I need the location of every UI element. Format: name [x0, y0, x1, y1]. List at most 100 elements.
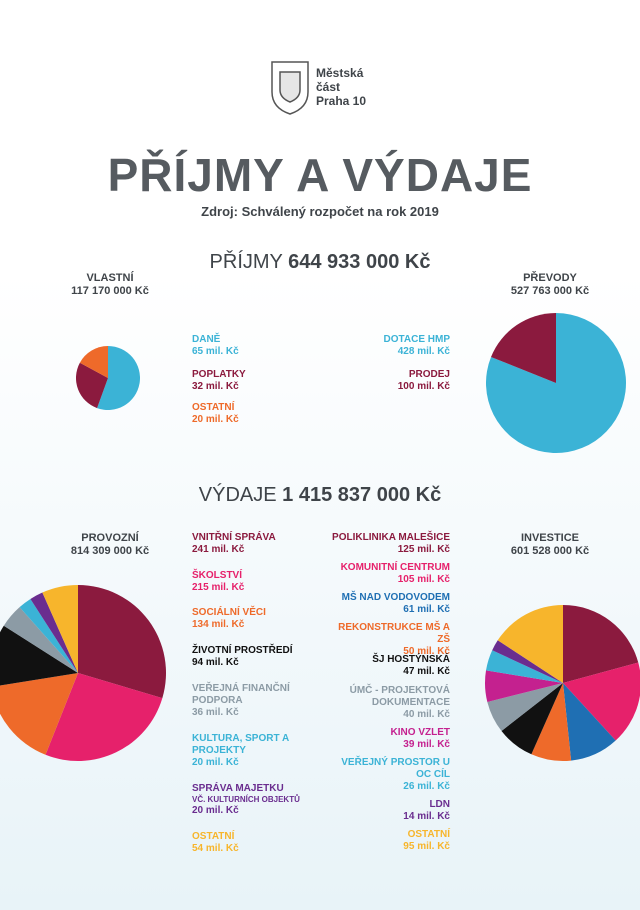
- legend-name: ÚMČ - PROJEKTOVÁ DOKUMENTACE: [349, 685, 450, 708]
- legend-value: 100 mil. Kč: [397, 381, 450, 392]
- legend-name: VEŘEJNÁ FINANČNÍ PODPORA: [192, 683, 290, 706]
- chart-title-text: INVESTICE: [520, 532, 580, 544]
- legend-name: LDN: [429, 799, 450, 810]
- legend-name: VEŘEJNÝ PROSTOR U OC CÍL: [341, 757, 450, 780]
- pie-slice: [563, 662, 640, 741]
- legend-item: OSTATNÍ 20 mil. Kč: [192, 402, 312, 426]
- legend-item: REKONSTRUKCE MŠ A ZŠ 50 mil. Kč: [330, 622, 450, 658]
- legend-name: KINO VZLET: [390, 727, 450, 738]
- pie-slice: [0, 625, 78, 686]
- pie-slice: [531, 683, 572, 762]
- legend-value: 241 mil. Kč: [192, 544, 245, 555]
- chart-total: 527 763 000 Kč: [510, 285, 590, 297]
- legend-value: 14 mil. Kč: [403, 811, 450, 822]
- legend-item: ŠJ HOSTÝNSKÁ 47 mil. Kč: [330, 654, 450, 678]
- pie-slice: [487, 683, 563, 731]
- legend-value: 47 mil. Kč: [403, 666, 450, 677]
- pie-slice: [78, 585, 167, 699]
- legend-item: VEŘEJNÝ PROSTOR U OC CÍL 26 mil. Kč: [330, 757, 450, 793]
- legend-name: OSTATNÍ: [407, 829, 450, 840]
- pie-slice: [19, 598, 78, 673]
- legend-value: 134 mil. Kč: [192, 619, 245, 630]
- legend-item: OSTATNÍ 95 mil. Kč: [330, 829, 450, 853]
- legend-item: PRODEJ 100 mil. Kč: [330, 369, 450, 393]
- chart-title: VLASTNÍ 117 170 000 Kč: [30, 272, 190, 298]
- chart-title-text: VLASTNÍ: [86, 272, 134, 284]
- expenses-heading: VÝDAJE 1 415 837 000 Kč: [0, 484, 640, 507]
- logo-line: Praha 10: [316, 94, 367, 108]
- legend-value: 65 mil. Kč: [192, 346, 239, 357]
- legend-item: SOCIÁLNÍ VĚCI 134 mil. Kč: [192, 607, 312, 631]
- income-heading: PŘÍJMY 644 933 000 Kč: [0, 251, 640, 274]
- legend-value: 215 mil. Kč: [192, 582, 245, 593]
- pie-slice: [492, 640, 563, 683]
- pie-slice: [497, 605, 563, 683]
- legend-item: POPLATKY 32 mil. Kč: [192, 369, 312, 393]
- section-label: VÝDAJE: [198, 484, 277, 506]
- logo-line: Městská: [316, 66, 364, 80]
- logo-line: část: [316, 80, 341, 94]
- legend-value: 26 mil. Kč: [403, 781, 450, 792]
- chart-title-text: PROVOZNÍ: [81, 532, 139, 544]
- legend-value: 94 mil. Kč: [192, 657, 239, 668]
- pie-slice: [97, 346, 140, 410]
- legend-item: OSTATNÍ 54 mil. Kč: [192, 831, 312, 855]
- legend-name: SOCIÁLNÍ VĚCI: [192, 607, 266, 618]
- legend-value: 105 mil. Kč: [397, 574, 450, 585]
- legend-name: POLIKLINIKA MALEŠICE: [332, 532, 450, 543]
- legend-item: KINO VZLET 39 mil. Kč: [330, 727, 450, 751]
- pie-slice: [42, 585, 78, 673]
- legend-item: VNITŘNÍ SPRÁVA 241 mil. Kč: [192, 532, 312, 556]
- pie-slice: [563, 605, 639, 683]
- legend-item: SPRÁVA MAJETKU VČ. KULTURNÍCH OBJEKTŮ 20 m…: [192, 783, 312, 817]
- legend-value: 36 mil. Kč: [192, 707, 239, 718]
- legend-value: 39 mil. Kč: [403, 739, 450, 750]
- section-total: 644 933 000 Kč: [288, 251, 431, 273]
- legend-name: MŠ NAD VODOVODEM: [341, 592, 450, 603]
- pie-slice: [45, 673, 163, 761]
- chart-total: 814 309 000 Kč: [70, 545, 150, 557]
- legend-value: 20 mil. Kč: [192, 805, 239, 816]
- chart-title: PROVOZNÍ 814 309 000 Kč: [30, 532, 190, 558]
- legend-name: ŽIVOTNÍ PROSTŘEDÍ: [192, 645, 293, 656]
- pie-slice: [486, 650, 563, 683]
- legend-item: ŠKOLSTVÍ 215 mil. Kč: [192, 570, 312, 594]
- logo-text: Městská část Praha 10: [316, 66, 366, 108]
- legend-name: POPLATKY: [192, 369, 246, 380]
- legend-item: DANĚ 65 mil. Kč: [192, 334, 312, 358]
- legend-item: KOMUNITNÍ CENTRUM 105 mil. Kč: [330, 562, 450, 586]
- legend-value: 50 mil. Kč: [403, 646, 450, 657]
- legend-value: 20 mil. Kč: [192, 414, 239, 425]
- legend-value: 20 mil. Kč: [192, 757, 239, 768]
- legend-name: KOMUNITNÍ CENTRUM: [340, 562, 450, 573]
- legend-name: DANĚ: [192, 334, 221, 345]
- legend-name: REKONSTRUKCE MŠ A ZŠ: [338, 622, 450, 645]
- source: Zdroj: Schválený rozpočet na rok 2019: [201, 204, 439, 219]
- pie-slice: [30, 592, 79, 673]
- pie-slice: [79, 346, 108, 378]
- legend-item: MŠ NAD VODOVODEM 61 mil. Kč: [330, 592, 450, 616]
- legend-value: 40 mil. Kč: [403, 709, 450, 720]
- chart-title: PŘEVODY 527 763 000 Kč: [470, 272, 630, 298]
- legend-item: KULTURA, SPORT A PROJEKTY 20 mil. Kč: [192, 733, 312, 769]
- pie-slice: [491, 313, 556, 383]
- legend-item: ÚMČ - PROJEKTOVÁ DOKUMENTACE 40 mil. Kč: [330, 685, 450, 721]
- section-label: PŘÍJMY: [209, 251, 283, 273]
- legend-name: OSTATNÍ: [192, 402, 235, 413]
- legend-value: 61 mil. Kč: [403, 604, 450, 615]
- section-total: 1 415 837 000 Kč: [282, 484, 442, 506]
- legend-item: POLIKLINIKA MALEŠICE 125 mil. Kč: [330, 532, 450, 556]
- legend-value: 95 mil. Kč: [403, 841, 450, 852]
- chart-total: 601 528 000 Kč: [510, 545, 590, 557]
- chart-title: INVESTICE 601 528 000 Kč: [470, 532, 630, 558]
- legend-name: OSTATNÍ: [192, 831, 235, 842]
- legend-item: DOTACE HMP 428 mil. Kč: [330, 334, 450, 358]
- legend-name: ŠJ HOSTÝNSKÁ: [372, 654, 450, 665]
- legend-value: 32 mil. Kč: [192, 381, 239, 392]
- legend-name: SPRÁVA MAJETKU: [192, 783, 284, 794]
- legend-name: PRODEJ: [408, 369, 450, 380]
- legend-item: LDN 14 mil. Kč: [330, 799, 450, 823]
- chart-total: 117 170 000 Kč: [71, 285, 149, 297]
- chart-title-text: PŘEVODY: [523, 272, 577, 284]
- pie-slice: [0, 673, 78, 755]
